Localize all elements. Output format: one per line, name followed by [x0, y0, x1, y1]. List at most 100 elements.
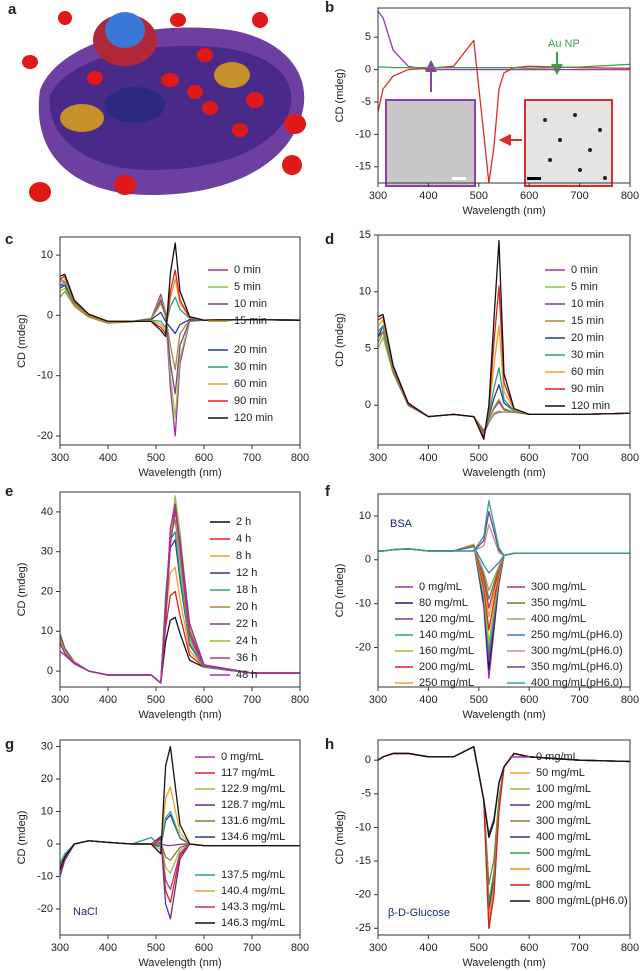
- legend-label: 350 mg/mL: [531, 597, 586, 609]
- x-axis-label: Wavelength (nm): [462, 957, 545, 969]
- x-tick-label: 700: [570, 190, 588, 202]
- legend-label: 30 min: [234, 361, 267, 373]
- x-tick-label: 300: [369, 694, 387, 706]
- y-tick-label: -5: [361, 788, 371, 800]
- y-tick-label: 5: [365, 342, 371, 354]
- legend-label: 15 min: [234, 315, 267, 327]
- panel-label: b: [325, 0, 334, 16]
- x-axis-label: Wavelength (nm): [138, 709, 221, 721]
- legend-label: 250 mg/mL: [419, 677, 474, 689]
- y-tick-label: -5: [361, 96, 371, 108]
- y-axis-label: CD (mdeg): [334, 313, 346, 367]
- y-tick-label: -10: [37, 870, 53, 882]
- series-group: [60, 495, 300, 684]
- y-tick-label: -20: [37, 903, 53, 915]
- nucleus: [105, 12, 145, 48]
- legend-label: 90 min: [571, 383, 604, 395]
- legend-label: 400 mg/mL: [536, 831, 591, 843]
- y-tick-label: 15: [359, 229, 371, 241]
- chart: e 300 400 500 600 700 800 0 10 20 30 40 Wavelength (…: [5, 483, 309, 721]
- y-tick-label: 20: [41, 773, 53, 785]
- legend-label: 117 mg/mL: [221, 767, 275, 779]
- x-tick-label: 400: [419, 694, 437, 706]
- series-group: [378, 240, 630, 440]
- legend-label: 8 h: [236, 550, 251, 562]
- x-tick-label: 600: [195, 942, 213, 954]
- x-tick-label: 700: [243, 694, 261, 706]
- x-tick-label: 500: [470, 694, 488, 706]
- x-tick-label: 600: [520, 694, 538, 706]
- series-group: [378, 499, 630, 679]
- arrow: [498, 134, 522, 146]
- y-tick-label: -15: [355, 855, 371, 867]
- chart: b 300 400 500 600 700 800 -15 -10 -5 0 5 Wavelength …: [325, 0, 639, 217]
- x-tick-label: 800: [621, 942, 639, 954]
- series-group: [60, 745, 300, 920]
- x-tick-label: 400: [419, 190, 437, 202]
- chart: f 300 400 500 600 700 800 -20 -10 0 10 Wavelength (…: [325, 483, 639, 721]
- y-tick-label: -15: [355, 161, 371, 173]
- legend-label: 20 min: [571, 332, 604, 344]
- x-tick-label: 800: [291, 452, 309, 464]
- x-tick-label: 400: [99, 452, 117, 464]
- panel-label: g: [5, 736, 14, 753]
- x-tick-label: 300: [369, 452, 387, 464]
- panel-label: a: [8, 1, 17, 18]
- panel-label: c: [5, 231, 13, 248]
- legend-label: 60 min: [234, 378, 267, 390]
- legend-label: 120 min: [234, 412, 273, 424]
- series-line: [378, 63, 630, 69]
- series-line: [378, 524, 630, 557]
- panel-label: f: [325, 483, 331, 500]
- legend-label: 131.6 mg/mL: [221, 815, 285, 827]
- x-tick-label: 800: [621, 190, 639, 202]
- series-line: [378, 746, 630, 839]
- legend-label: 5 min: [571, 281, 598, 293]
- legend-label: 120 mg/mL: [419, 613, 474, 625]
- legend-label: 0 min: [234, 264, 261, 276]
- y-axis-label: CD (mdeg): [16, 811, 28, 865]
- legend-label: 122.9 mg/mL: [221, 783, 285, 795]
- legend-label: 0 min: [571, 264, 598, 276]
- legend-label: 22 h: [236, 618, 257, 630]
- legend-label: 600 mg/mL: [536, 863, 591, 875]
- series-line: [60, 242, 300, 338]
- legend-label: 300 mg/mL(pH6.0): [531, 645, 623, 657]
- x-tick-label: 400: [419, 942, 437, 954]
- panel-label: h: [325, 736, 334, 753]
- y-tick-label: 10: [359, 286, 371, 298]
- legend-label: 200 mg/mL: [419, 661, 474, 673]
- mitochondrion: [214, 62, 250, 88]
- y-tick-label: -10: [355, 128, 371, 140]
- red-cells: [22, 11, 306, 202]
- legend-label: 2 h: [236, 516, 251, 528]
- series-line: [60, 590, 300, 684]
- x-tick-label: 800: [621, 694, 639, 706]
- legend-label: 250 mg/mL(pH6.0): [531, 629, 623, 641]
- x-tick-label: 800: [621, 452, 639, 464]
- series-line: [378, 510, 630, 557]
- x-axis-label: Wavelength (nm): [138, 467, 221, 479]
- legend-label: 0 mg/mL: [419, 581, 462, 593]
- legend-label: 30 min: [571, 349, 604, 361]
- x-tick-label: 300: [51, 452, 69, 464]
- y-tick-label: 0: [47, 838, 53, 850]
- series-line: [378, 543, 630, 662]
- legend-label: 20 min: [234, 344, 267, 356]
- legend-label: 300 mg/mL: [531, 581, 586, 593]
- legend-label: 200 mg/mL: [536, 799, 591, 811]
- series-group: [378, 10, 630, 183]
- legend-label: 36 h: [236, 652, 257, 664]
- legend-label: 80 mg/mL: [419, 597, 468, 609]
- x-tick-label: 600: [520, 190, 538, 202]
- y-tick-label: -20: [355, 641, 371, 653]
- legend-label: 146.3 mg/mL: [221, 917, 285, 929]
- legend-label: 20 h: [236, 601, 257, 613]
- y-tick-label: 30: [41, 740, 53, 752]
- y-tick-label: -20: [355, 889, 371, 901]
- y-axis-label: CD (mdeg): [334, 811, 346, 865]
- annotation: BSA: [390, 518, 413, 530]
- y-tick-label: -10: [355, 821, 371, 833]
- inset-images: [385, 52, 613, 187]
- y-axis-label: CD (mdeg): [334, 564, 346, 618]
